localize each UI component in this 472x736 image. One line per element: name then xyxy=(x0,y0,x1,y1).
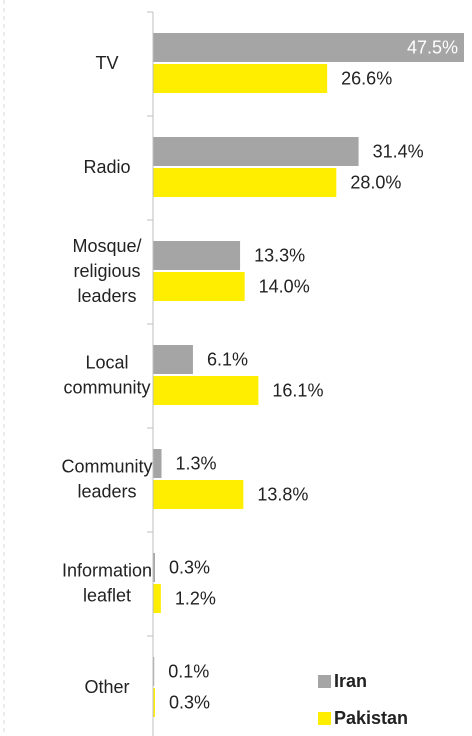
data-label: 6.1% xyxy=(207,350,248,370)
bar-iran xyxy=(153,137,359,166)
data-label: 26.6% xyxy=(341,69,392,89)
bar-pakistan xyxy=(153,168,337,197)
data-label: 0.1% xyxy=(168,662,209,682)
bar-pakistan xyxy=(153,584,161,613)
bar-pakistan xyxy=(153,480,244,509)
data-label: 13.8% xyxy=(257,485,308,505)
category-label: Mosque/religious leaders xyxy=(72,236,141,306)
category-label: Local community xyxy=(63,353,150,398)
bar-iran xyxy=(153,241,241,270)
bar-iran xyxy=(153,657,155,686)
legend-swatch-pakistan xyxy=(318,712,331,725)
bar-iran xyxy=(153,553,155,582)
bar-pakistan xyxy=(153,688,155,717)
data-label: 13.3% xyxy=(254,246,305,266)
legend-swatch-iran xyxy=(318,675,331,688)
axis-ticks xyxy=(147,11,153,637)
legend-label-pakistan: Pakistan xyxy=(334,708,408,728)
bar-pakistan xyxy=(153,376,259,405)
bar-iran xyxy=(153,449,162,478)
labels-layer: TV 47.5% 26.6% Radio 31.4% 28.0% Mosque/religi… xyxy=(61,38,458,713)
data-label: 14.0% xyxy=(259,277,310,297)
data-label: 16.1% xyxy=(272,381,323,401)
bar-pakistan xyxy=(153,64,328,93)
data-label: 1.3% xyxy=(176,454,217,474)
legend-label-iran: Iran xyxy=(334,671,367,691)
category-label: TV xyxy=(95,53,118,73)
data-label: 31.4% xyxy=(373,142,424,162)
data-label: 1.2% xyxy=(175,589,216,609)
data-label: 0.3% xyxy=(169,693,210,713)
data-label: 0.3% xyxy=(169,558,210,578)
data-label: 47.5% xyxy=(407,38,458,58)
category-label: Information leaflet xyxy=(62,561,152,606)
data-label: 28.0% xyxy=(350,173,401,193)
category-label: Other xyxy=(84,677,129,697)
bar-pakistan xyxy=(153,272,245,301)
category-label: Community leaders xyxy=(61,457,152,502)
legend: Iran Pakistan xyxy=(318,671,408,728)
bars-layer xyxy=(153,33,464,717)
category-label: Radio xyxy=(83,157,130,177)
bar-iran xyxy=(153,345,193,374)
bar-iran xyxy=(153,33,464,62)
